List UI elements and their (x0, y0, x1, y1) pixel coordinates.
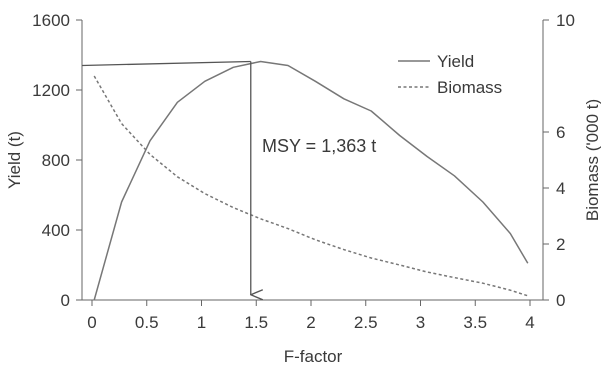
x-tick-label: 3.5 (463, 313, 487, 332)
legend-biomass-label: Biomass (437, 78, 502, 97)
x-tick-label: 0.5 (135, 313, 159, 332)
x-axis-ticks: 0 0.5 1 1.5 2 2.5 3 3.5 4 (87, 300, 535, 332)
x-tick-label: 3 (416, 313, 425, 332)
left-tick-label: 0 (61, 291, 70, 310)
x-axis-title: F-factor (284, 347, 343, 366)
left-axis-title: Yield (t) (5, 131, 24, 189)
right-axis-title: Biomass ('000 t) (583, 99, 601, 221)
left-tick-label: 800 (42, 151, 70, 170)
annotation-layer: MSY = 1,363 t (82, 60, 376, 294)
msy-reference-line (82, 60, 251, 67)
x-tick-label: 2 (306, 313, 315, 332)
left-tick-label: 400 (42, 221, 70, 240)
right-tick-label: 2 (556, 235, 565, 254)
left-axis-ticks: 0 400 800 1200 1600 (32, 11, 82, 310)
x-tick-label: 0 (87, 313, 96, 332)
x-tick-label: 1 (197, 313, 206, 332)
left-tick-label: 1200 (32, 81, 70, 100)
series-line-yield (93, 60, 529, 301)
msy-annotation: MSY = 1,363 t (262, 136, 376, 156)
x-tick-label: 1.5 (244, 313, 268, 332)
series-line-biomass (93, 75, 529, 297)
legend-yield-label: Yield (437, 52, 474, 71)
left-tick-label: 1600 (32, 11, 70, 30)
right-tick-label: 4 (556, 179, 565, 198)
right-tick-label: 0 (556, 291, 565, 310)
right-axis-ticks: 0 2 4 6 10 (543, 11, 575, 310)
right-tick-label: 6 (556, 123, 565, 142)
legend: Yield Biomass (398, 52, 502, 97)
x-tick-label: 2.5 (354, 313, 378, 332)
series-layer (93, 60, 529, 301)
right-tick-label: 10 (556, 11, 575, 30)
x-tick-label: 4 (525, 313, 534, 332)
